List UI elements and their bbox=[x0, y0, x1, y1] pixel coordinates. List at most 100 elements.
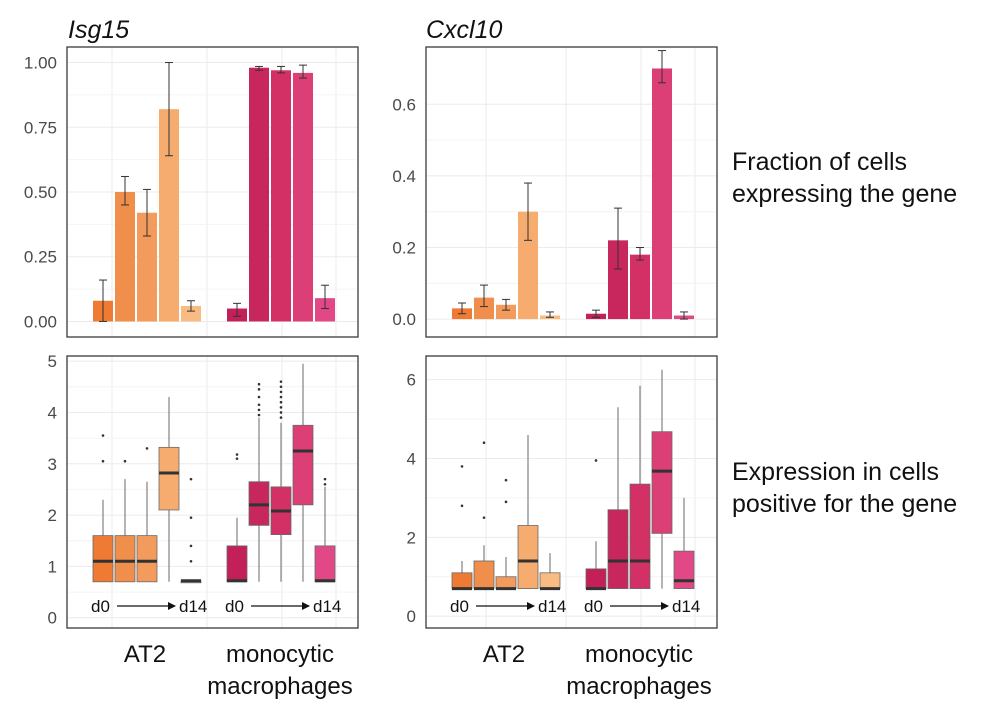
category-label-at2-left: AT2 bbox=[124, 641, 166, 668]
row-label-expression-line1: Expression in cells bbox=[732, 458, 939, 486]
timeline-start-label: d0 bbox=[91, 597, 110, 616]
timeline-start-label: d0 bbox=[225, 597, 244, 616]
box-outlier bbox=[101, 434, 105, 437]
box bbox=[495, 576, 517, 589]
y-tick-label: 0.2 bbox=[392, 238, 416, 257]
bar bbox=[293, 72, 313, 322]
category-label-macro-left-line2: macrophages bbox=[207, 673, 352, 700]
box-outlier bbox=[257, 388, 261, 391]
box-outlier bbox=[323, 483, 327, 486]
box bbox=[136, 535, 158, 583]
box-outlier bbox=[189, 559, 193, 563]
box-outlier bbox=[123, 459, 127, 463]
panel-isg15-expression: 0 1 2 3 4 5 d0 d14 d0 d14 bbox=[48, 352, 359, 629]
box bbox=[92, 535, 114, 583]
box bbox=[473, 560, 495, 589]
y-tick-label: 0.25 bbox=[24, 248, 57, 267]
gene-title-isg15: Isg15 bbox=[68, 16, 129, 44]
box bbox=[585, 568, 607, 589]
bar bbox=[115, 192, 135, 322]
bar bbox=[315, 298, 335, 322]
y-tick-label: 6 bbox=[407, 371, 416, 390]
box-outlier bbox=[235, 457, 239, 460]
box-outlier bbox=[257, 413, 261, 417]
category-label-macro-left-line1: monocytic bbox=[226, 641, 334, 668]
timeline-end-label: d14 bbox=[672, 597, 700, 616]
y-tick-label: 0.6 bbox=[392, 95, 416, 114]
bar bbox=[652, 68, 672, 320]
box bbox=[451, 572, 473, 589]
y-tick-label: 0 bbox=[48, 609, 57, 628]
y-tick-label: 0.00 bbox=[24, 312, 57, 331]
box bbox=[158, 446, 180, 511]
y-tick-label: 0.0 bbox=[392, 310, 416, 329]
panel-frame bbox=[66, 46, 359, 338]
box bbox=[607, 509, 629, 589]
y-tick-label: 2 bbox=[407, 528, 416, 547]
plot-background bbox=[426, 47, 717, 337]
box bbox=[517, 525, 539, 589]
box-outlier bbox=[257, 382, 261, 386]
y-tick-label: 5 bbox=[48, 352, 57, 371]
box-outlier bbox=[504, 478, 508, 482]
timeline-end-label: d14 bbox=[179, 597, 207, 616]
y-tick-label: 3 bbox=[48, 455, 57, 474]
panel-cxcl10-expression: 0 2 4 6 d0 d14 d0 d14 bbox=[407, 355, 718, 629]
panel-cxcl10-fraction: 0.0 0.2 0.4 0.6 bbox=[392, 46, 718, 338]
box bbox=[651, 431, 673, 534]
timeline-end-label: d14 bbox=[538, 597, 566, 616]
box bbox=[114, 535, 136, 583]
box-outlier bbox=[189, 477, 193, 481]
box-outlier bbox=[279, 380, 283, 383]
y-tick-label: 4 bbox=[48, 403, 57, 422]
plot-background bbox=[67, 356, 358, 628]
box-outlier bbox=[145, 447, 149, 450]
y-tick-label: 0 bbox=[407, 607, 416, 626]
box-outlier bbox=[460, 465, 464, 468]
category-label-macro-right-line1: monocytic bbox=[585, 641, 693, 668]
panel-frame bbox=[66, 355, 359, 629]
y-tick-label: 0.50 bbox=[24, 183, 57, 202]
gene-title-cxcl10: Cxcl10 bbox=[426, 16, 503, 44]
box bbox=[673, 550, 695, 589]
box-outlier bbox=[279, 390, 283, 394]
box bbox=[226, 545, 248, 583]
timeline-end-label: d14 bbox=[313, 597, 341, 616]
box bbox=[539, 572, 561, 589]
bar bbox=[159, 109, 179, 322]
box bbox=[629, 483, 651, 589]
box-outlier bbox=[594, 459, 598, 462]
bar bbox=[181, 305, 201, 322]
bar bbox=[137, 212, 157, 322]
box-outlier bbox=[482, 516, 486, 519]
box bbox=[314, 545, 336, 583]
y-tick-label: 1.00 bbox=[24, 54, 57, 73]
bar bbox=[249, 67, 269, 322]
box-outlier bbox=[189, 516, 193, 519]
category-label-at2-right: AT2 bbox=[483, 641, 525, 668]
bar bbox=[474, 297, 494, 320]
box-outlier bbox=[279, 385, 283, 389]
box-outlier bbox=[279, 411, 283, 414]
bar bbox=[496, 304, 516, 320]
row-label-expression-line2: positive for the gene bbox=[732, 490, 957, 518]
box-outlier bbox=[101, 459, 105, 463]
box-outlier bbox=[235, 453, 239, 456]
panel-frame bbox=[425, 355, 718, 629]
box-outlier bbox=[257, 395, 261, 399]
bar bbox=[271, 70, 291, 322]
box-outlier bbox=[323, 477, 327, 481]
y-tick-label: 1 bbox=[48, 557, 57, 576]
y-tick-label: 0.4 bbox=[392, 167, 416, 186]
box-outlier bbox=[279, 400, 283, 404]
y-tick-label: 2 bbox=[48, 506, 57, 525]
row-label-fraction-line2: expressing the gene bbox=[732, 180, 957, 208]
panel-frame bbox=[425, 46, 718, 338]
bar bbox=[608, 240, 628, 320]
row-label-fraction-line1: Fraction of cells bbox=[732, 148, 907, 176]
bar bbox=[518, 211, 538, 320]
box-outlier bbox=[189, 544, 193, 548]
panel-isg15-fraction: 0.00 0.25 0.50 0.75 1.00 bbox=[24, 46, 359, 338]
box-outlier bbox=[504, 500, 508, 504]
